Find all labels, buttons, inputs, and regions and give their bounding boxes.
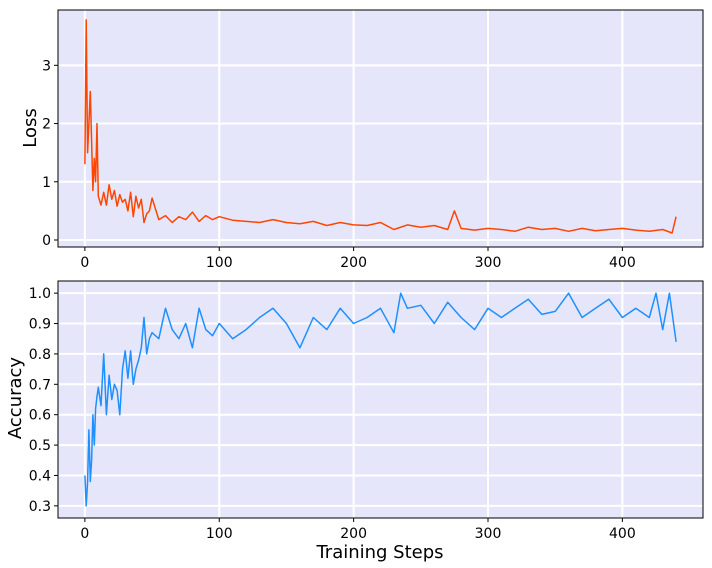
loss-y-tick-label: 1 [42,175,51,191]
accuracy-x-tick-label: 400 [609,526,636,542]
loss-x-tick-label: 0 [80,255,89,271]
loss-x-tick-label: 100 [206,255,233,271]
accuracy-plot-area [58,281,703,518]
accuracy-y-tick-label: 0.7 [29,377,51,393]
accuracy-chart: Accuracy Training Steps 0 100 200 300 400 0.3… [5,280,704,563]
loss-y-tick-label: 2 [42,117,51,133]
accuracy-x-tick-label: 100 [206,526,233,542]
loss-chart: Loss 0 100 200 300 400 0 1 2 3 [20,9,704,271]
loss-x-tick-label: 300 [475,255,502,271]
accuracy-x-tick-label: 300 [475,526,502,542]
loss-x-tick-label: 400 [609,255,636,271]
accuracy-y-tick-label: 0.4 [29,468,51,484]
loss-y-axis-label: Loss [20,108,41,147]
accuracy-y-tick-label: 0.9 [29,317,51,333]
accuracy-x-tick-label: 0 [80,526,89,542]
loss-plot-frame [57,9,704,248]
loss-x-tick-label: 200 [340,255,367,271]
accuracy-series-line [84,292,677,507]
loss-y-tick-label: 0 [42,233,51,249]
loss-series-line [84,19,677,234]
accuracy-y-tick-label: 0.8 [29,347,51,363]
accuracy-y-axis-label: Accuracy [5,357,26,440]
accuracy-y-tick-label: 0.6 [29,408,51,424]
accuracy-y-tick-label: 1.0 [29,286,51,302]
accuracy-y-tick-label: 0.5 [29,438,51,454]
accuracy-plot-frame [57,280,704,519]
accuracy-y-tick-label: 0.3 [29,499,51,515]
accuracy-x-tick-label: 200 [340,526,367,542]
loss-y-tick-label: 3 [42,58,51,74]
accuracy-x-axis-label: Training Steps [315,542,443,563]
loss-plot-area [58,10,703,247]
